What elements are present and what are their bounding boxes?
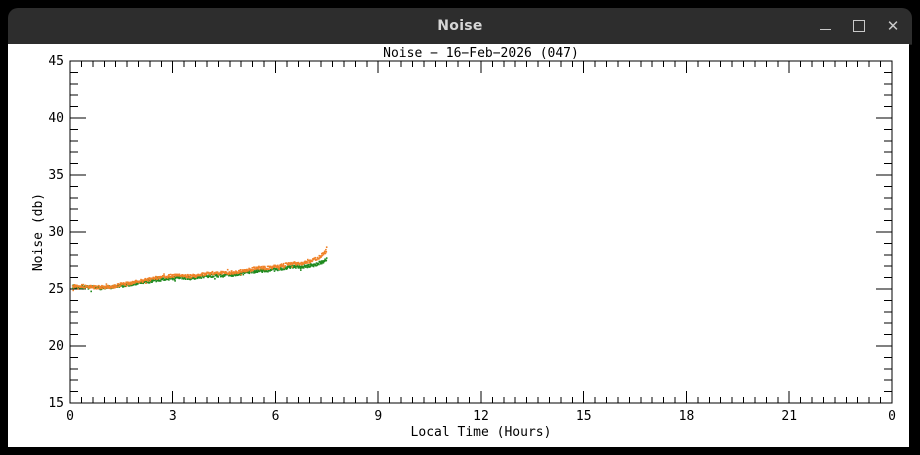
svg-text:15: 15 [48,396,64,411]
maximize-button[interactable] [848,15,870,37]
chart-title: Noise − 16−Feb−2026 (047) [383,46,579,61]
y-ticks [70,60,892,404]
series-noise-orange [71,246,328,292]
svg-text:40: 40 [48,111,64,126]
svg-text:30: 30 [48,225,64,240]
close-button[interactable]: ✕ [882,15,904,37]
svg-text:9: 9 [374,409,382,424]
x-tick-labels: 0 3 6 9 12 15 18 21 0 [66,409,896,424]
svg-text:0: 0 [66,409,74,424]
minimize-button[interactable] [814,15,836,37]
noise-window: Noise ✕ 0 3 6 9 12 15 18 21 0 15 20 25 30 35 40 45 Noise… [8,8,912,447]
y-tick-labels: 15 20 25 30 35 40 45 [48,54,64,411]
window-controls: ✕ [814,8,904,44]
svg-text:25: 25 [48,282,64,297]
svg-text:0: 0 [888,409,896,424]
axis-box [69,60,893,404]
svg-text:21: 21 [781,409,797,424]
svg-text:6: 6 [272,409,280,424]
plot-canvas: 0 3 6 9 12 15 18 21 0 15 20 25 30 35 40 45 Noise − 16−Fe… [8,44,909,447]
svg-text:20: 20 [48,339,64,354]
svg-text:35: 35 [48,168,64,183]
svg-text:15: 15 [576,409,592,424]
title-bar[interactable]: Noise ✕ [8,8,912,45]
x-axis-label: Local Time (Hours) [411,425,552,440]
y-axis-label: Noise (db) [31,193,46,271]
svg-text:18: 18 [679,409,695,424]
x-ticks [69,61,893,403]
minimize-icon [819,28,831,30]
svg-text:3: 3 [169,409,177,424]
window-title: Noise [437,18,483,34]
svg-text:45: 45 [48,54,64,69]
close-icon: ✕ [886,17,900,35]
svg-text:12: 12 [473,409,489,424]
maximize-icon [853,20,865,32]
